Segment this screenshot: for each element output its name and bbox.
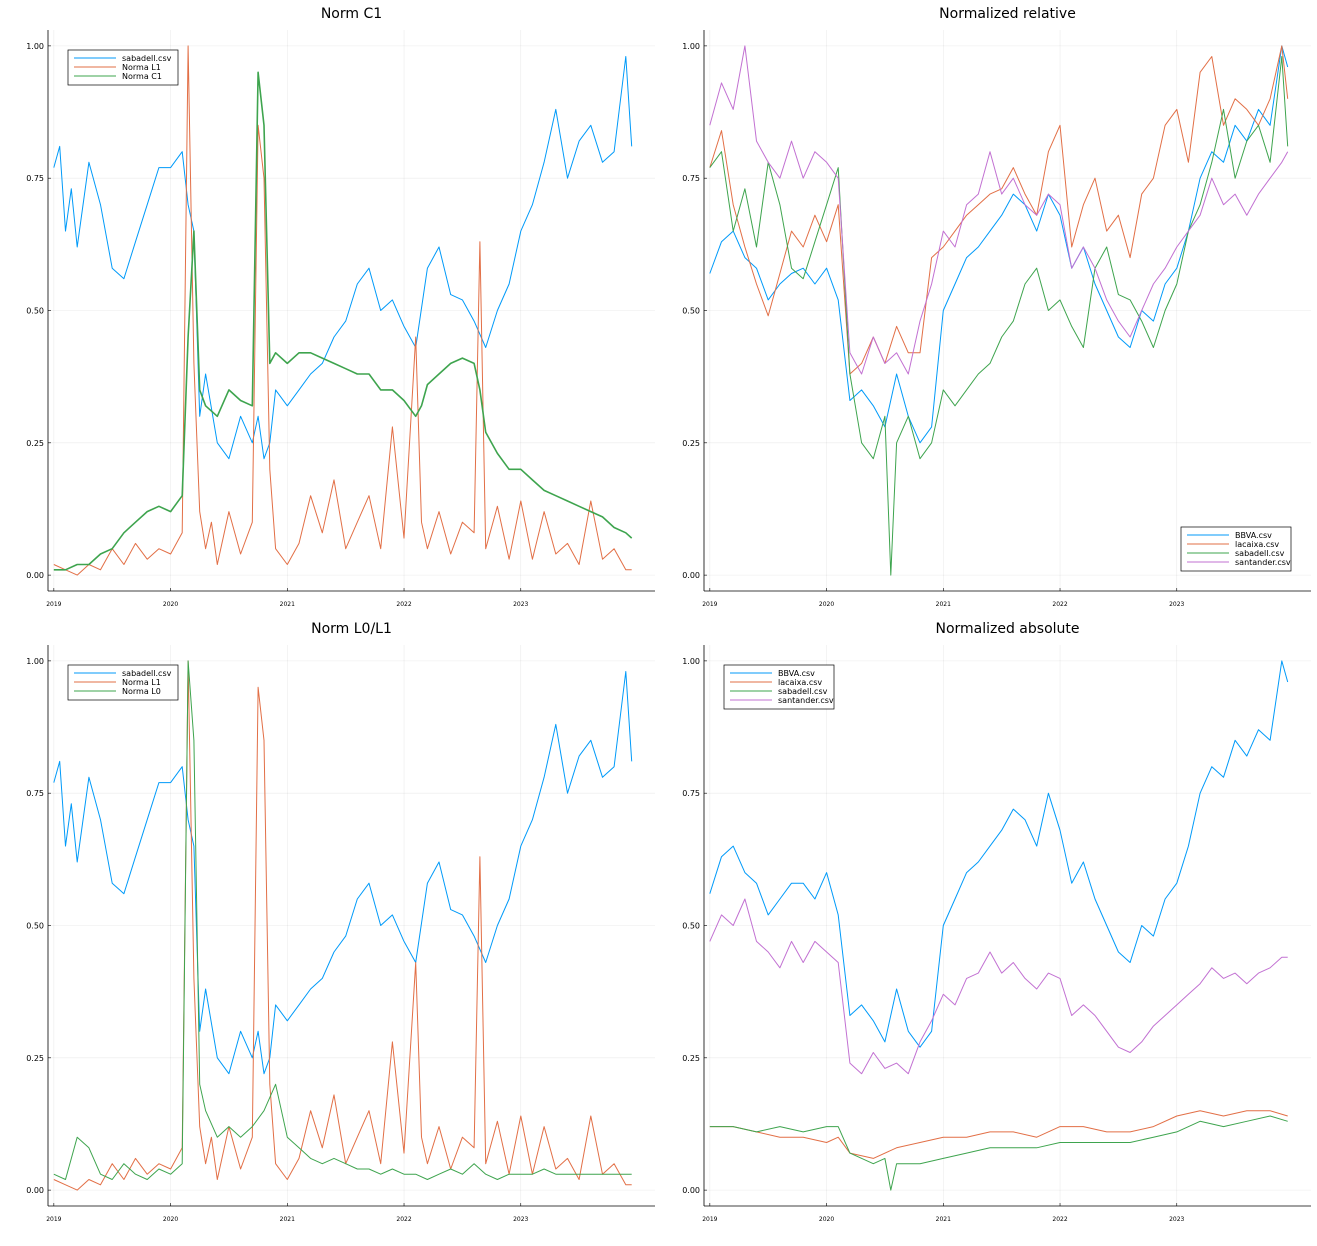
x-tick-label: 2022 xyxy=(1052,601,1067,608)
x-tick-label: 2021 xyxy=(936,1216,951,1223)
legend-label: Norma L0 xyxy=(122,687,161,696)
y-tick-label: 1.00 xyxy=(26,42,44,51)
y-tick-label: 1.00 xyxy=(682,42,700,51)
legend-label: sabadell.csv xyxy=(122,669,172,678)
x-tick-label: 2022 xyxy=(396,1216,411,1223)
y-tick-label: 0.50 xyxy=(26,922,44,931)
legend-label: lacaixa.csv xyxy=(1235,540,1279,549)
y-tick-label: 0.25 xyxy=(682,439,700,448)
legend-label: Norma C1 xyxy=(122,72,162,81)
legend-label: Norma L1 xyxy=(122,678,161,687)
series-line-santander-csv xyxy=(709,898,1288,1075)
x-tick-label: 2023 xyxy=(513,601,528,608)
x-tick-label: 2019 xyxy=(46,601,61,608)
y-tick-label: 0.00 xyxy=(682,1186,700,1195)
y-tick-label: 0.25 xyxy=(682,1054,700,1063)
x-tick-label: 2020 xyxy=(163,1216,178,1223)
x-tick-label: 2020 xyxy=(819,1216,834,1223)
legend-label: BBVA.csv xyxy=(1235,531,1272,540)
series-line-bbva-csv xyxy=(709,660,1289,1048)
y-tick-label: 1.00 xyxy=(682,657,700,666)
y-tick-label: 0.75 xyxy=(26,789,44,798)
y-tick-label: 0.50 xyxy=(682,922,700,931)
series-line-lacaixa-csv xyxy=(709,1110,1288,1159)
chart-panel-1: Norm C1 0.00 0.25 0.50 0.75 1.00 2019 2020 2021 2… xyxy=(26,6,655,608)
series-line-norma-c1 xyxy=(53,71,633,571)
y-tick-label: 0.00 xyxy=(26,571,44,580)
y-tick-label: 1.00 xyxy=(26,657,44,666)
series-line-lacaixa-csv xyxy=(709,45,1289,375)
series-line-bbva-csv xyxy=(709,45,1289,444)
x-tick-label: 2019 xyxy=(46,1216,61,1223)
x-tick-label: 2021 xyxy=(280,601,295,608)
y-tick-label: 0.75 xyxy=(682,789,700,798)
legend-label: BBVA.csv xyxy=(778,669,815,678)
series-line-sabadell-csv xyxy=(709,56,1289,576)
series-line-norma-l0 xyxy=(53,660,632,1180)
legend-label: Norma L1 xyxy=(122,63,161,72)
x-tick-label: 2020 xyxy=(819,601,834,608)
chart-title: Normalized absolute xyxy=(935,621,1079,637)
legend-label: santander.csv xyxy=(1235,558,1291,567)
chart-panel-2: Normalized relative 0.00 0.25 0.50 0.75 1.00 2… xyxy=(682,6,1311,608)
x-tick-label: 2020 xyxy=(163,601,178,608)
chart-panel-3: Norm L0/L1 0.00 0.25 0.50 0.75 1.00 2019 2020 20… xyxy=(26,621,655,1223)
series-line-sabadell-csv xyxy=(53,671,633,1075)
series-line-sabadell-csv xyxy=(53,56,633,460)
legend-label: lacaixa.csv xyxy=(778,678,822,687)
y-tick-label: 0.75 xyxy=(682,174,700,183)
x-tick-label: 2023 xyxy=(1169,1216,1184,1223)
legend-label: sabadell.csv xyxy=(778,687,828,696)
series-line-norma-l1 xyxy=(53,45,632,576)
series-line-norma-l1 xyxy=(53,660,632,1191)
y-tick-label: 0.25 xyxy=(26,439,44,448)
chart-panel-4: Normalized absolute 0.00 0.25 0.50 0.75 1.00 2… xyxy=(682,621,1311,1223)
legend-label: sabadell.csv xyxy=(1235,549,1285,558)
series-line-sabadell-csv xyxy=(709,1115,1288,1191)
x-tick-label: 2022 xyxy=(396,601,411,608)
legend-label: santander.csv xyxy=(778,696,834,705)
x-tick-label: 2023 xyxy=(1169,601,1184,608)
y-tick-label: 0.50 xyxy=(682,307,700,316)
y-tick-label: 0.00 xyxy=(26,1186,44,1195)
legend-box xyxy=(1180,526,1292,572)
legend-label: sabadell.csv xyxy=(122,54,172,63)
y-tick-label: 0.50 xyxy=(26,307,44,316)
y-tick-label: 0.75 xyxy=(26,174,44,183)
x-tick-label: 2019 xyxy=(702,601,717,608)
chart-title: Norm L0/L1 xyxy=(311,621,392,637)
x-tick-label: 2022 xyxy=(1052,1216,1067,1223)
legend-box xyxy=(723,664,835,710)
series-line-santander-csv xyxy=(709,45,1289,375)
y-tick-label: 0.00 xyxy=(682,571,700,580)
x-tick-label: 2019 xyxy=(702,1216,717,1223)
legend: BBVA.csvlacaixa.csvsabadell.csvsantander… xyxy=(723,664,835,710)
x-tick-label: 2023 xyxy=(513,1216,528,1223)
chart-title: Norm C1 xyxy=(321,6,382,22)
chart-title: Normalized relative xyxy=(939,6,1076,22)
x-tick-label: 2021 xyxy=(936,601,951,608)
x-tick-label: 2021 xyxy=(280,1216,295,1223)
y-tick-label: 0.25 xyxy=(26,1054,44,1063)
legend: BBVA.csvlacaixa.csvsabadell.csvsantander… xyxy=(1180,526,1292,572)
